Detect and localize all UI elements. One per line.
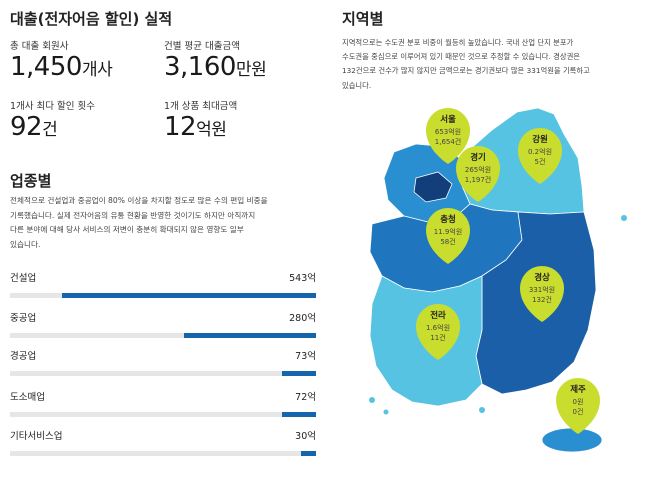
pin-amount: 0.2억원 [528, 147, 552, 156]
industry-amount: 280억 [289, 313, 316, 324]
pin-marker [520, 266, 564, 322]
pin-count: 1,197건 [465, 175, 491, 184]
industry-bar-track [10, 412, 316, 417]
pin-name: 충청 [440, 214, 456, 225]
pin-marker [426, 208, 470, 264]
stat-value: 12억원 [164, 112, 227, 142]
pin-amount: 1.6억원 [426, 323, 450, 332]
region-title: 지역별 [342, 10, 384, 28]
pin-name: 경기 [470, 152, 486, 163]
island-dot [479, 407, 485, 413]
pin-name: 강원 [532, 134, 548, 145]
pin-gyeongsang[interactable]: 경상 331억원 132건 [520, 266, 564, 322]
industry-bar-track [10, 293, 316, 298]
industry-bar-track [10, 371, 316, 376]
industry-row: 기타서비스업 30억 [10, 428, 316, 456]
industry-title: 업종별 [10, 172, 52, 190]
pin-name: 제주 [570, 384, 586, 395]
region-jeju[interactable] [541, 427, 603, 453]
industry-bar-track [10, 333, 316, 338]
pin-amount: 653억원 [435, 127, 461, 136]
industry-amount: 72억 [295, 392, 316, 403]
stat-value: 3,160만원 [164, 52, 267, 82]
pin-marker [556, 378, 600, 434]
industry-amount: 543억 [289, 273, 316, 284]
industry-bar-fill [282, 412, 316, 417]
region-seoul[interactable] [413, 171, 453, 203]
stat-label: 총 대출 회원사 [10, 41, 69, 52]
pin-name: 전라 [430, 310, 446, 321]
industry-name: 기타서비스업 [10, 431, 63, 442]
industry-bar-fill [62, 293, 316, 298]
pin-name: 서울 [440, 114, 456, 125]
industry-amount: 73억 [295, 351, 316, 362]
korea-region-map: 서울 653억원 1,654건 경기 265억원 1,197건 강원 0.2억원… [369, 107, 627, 453]
industry-amount: 30억 [295, 431, 316, 442]
pin-marker [456, 146, 500, 202]
pin-count: 132건 [532, 295, 552, 304]
pin-gangwon[interactable]: 강원 0.2억원 5건 [518, 128, 562, 184]
pin-count: 11건 [430, 333, 445, 342]
pin-amount: 265억원 [465, 165, 491, 174]
pin-marker [518, 128, 562, 184]
industry-name: 건설업 [10, 273, 37, 284]
industry-bar-fill [184, 333, 316, 338]
industry-name: 도소매업 [10, 392, 45, 403]
industry-row: 건설업 543억 [10, 270, 316, 298]
pin-gyeonggi[interactable]: 경기 265억원 1,197건 [456, 146, 500, 202]
pin-count: 0건 [573, 407, 584, 416]
pin-jeju[interactable]: 제주 0원 0건 [556, 378, 600, 434]
industry-row: 도소매업 72억 [10, 389, 316, 417]
island-dot [621, 215, 627, 221]
stat-avg-loan: 건별 평균 대출금액 3,160만원 [164, 38, 267, 85]
industry-name: 경공업 [10, 351, 37, 362]
industry-bar-track [10, 451, 316, 456]
industry-bar-fill [282, 371, 316, 376]
pin-chungcheong[interactable]: 충청 11.9억원 58건 [426, 208, 470, 264]
pin-name: 경상 [534, 272, 550, 283]
island-dot [369, 397, 375, 403]
industry-row: 중공업 280억 [10, 310, 316, 338]
pin-marker [426, 108, 470, 164]
region-description: 지역적으로는 수도권 분포 비중이 월등히 높았습니다. 국내 산업 단지 분포… [342, 38, 590, 90]
stat-label: 건별 평균 대출금액 [164, 41, 240, 52]
pin-count: 58건 [440, 237, 455, 246]
stat-value: 92건 [10, 112, 58, 142]
pin-amount: 0원 [573, 397, 584, 406]
performance-title: 대출(전자어음 할인) 실적 [10, 10, 173, 28]
pin-count: 5건 [535, 157, 546, 166]
stat-max-count: 1개사 최다 할인 횟수 92건 [10, 98, 95, 145]
industry-name: 중공업 [10, 313, 37, 324]
pin-jeolla[interactable]: 전라 1.6억원 11건 [416, 304, 460, 360]
stat-label: 1개사 최다 할인 횟수 [10, 101, 96, 112]
stat-label: 1개 상품 최대금액 [164, 101, 238, 112]
pin-amount: 11.9억원 [434, 227, 462, 236]
stat-value: 1,450개사 [10, 52, 113, 82]
island-dot [383, 409, 389, 415]
industry-description: 전체적으로 건설업과 중공업이 80% 이상을 차지할 정도로 많은 수의 편입… [10, 196, 268, 249]
industry-row: 경공업 73억 [10, 348, 316, 376]
pin-count: 1,654건 [435, 137, 461, 146]
stat-max-amount: 1개 상품 최대금액 12억원 [164, 98, 237, 145]
stat-total-members: 총 대출 회원사 1,450개사 [10, 38, 113, 85]
pin-amount: 331억원 [529, 285, 555, 294]
pin-marker [416, 304, 460, 360]
industry-bar-fill [300, 451, 316, 456]
pin-seoul[interactable]: 서울 653억원 1,654건 [426, 108, 470, 164]
